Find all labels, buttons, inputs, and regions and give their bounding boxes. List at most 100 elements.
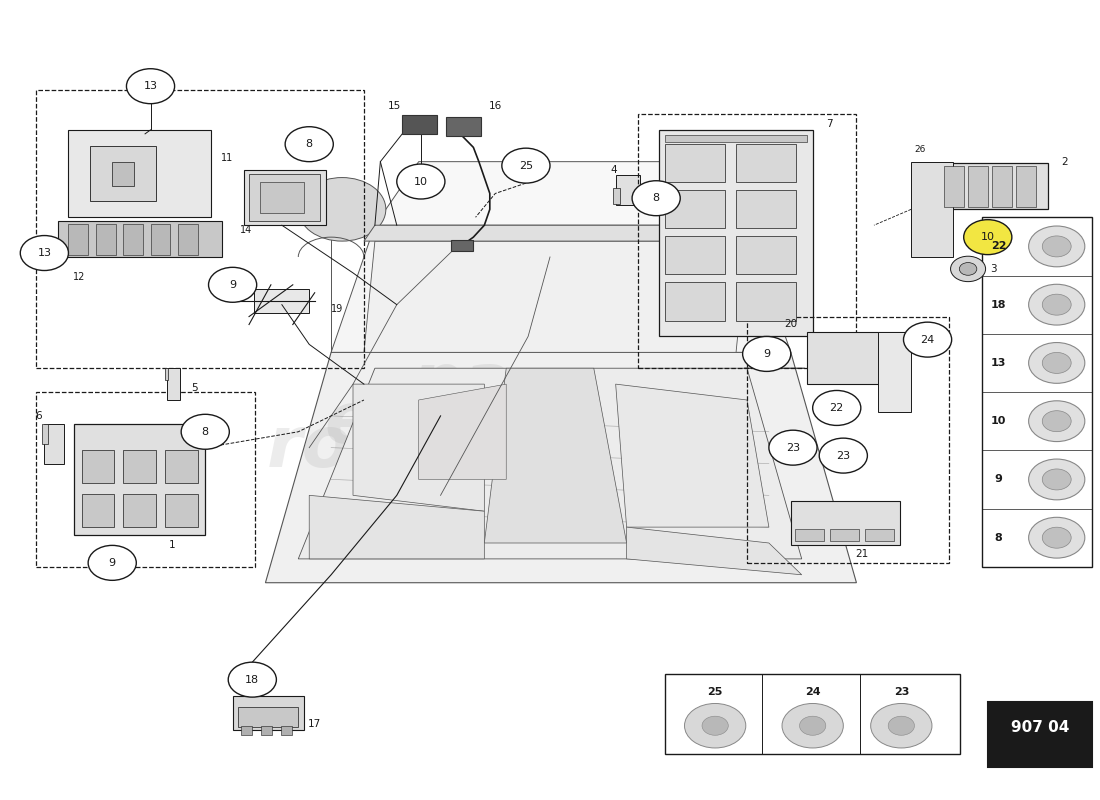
Bar [616, 175, 640, 206]
Bar [165, 450, 198, 483]
Text: 10: 10 [991, 416, 1006, 426]
Bar [736, 236, 796, 274]
Bar [178, 224, 198, 255]
Text: 22: 22 [991, 242, 1006, 251]
Circle shape [1028, 518, 1085, 558]
Bar [167, 368, 180, 400]
Bar [35, 90, 364, 368]
Polygon shape [265, 352, 857, 582]
Circle shape [397, 164, 444, 199]
Polygon shape [353, 384, 484, 511]
Bar [982, 218, 1091, 567]
Text: 13: 13 [143, 81, 157, 91]
Text: 25: 25 [519, 161, 534, 170]
Text: ro: ro [266, 413, 352, 482]
Bar [866, 530, 893, 541]
Text: 5: 5 [191, 383, 198, 393]
Bar [165, 494, 198, 527]
Text: 9: 9 [763, 349, 770, 359]
Bar [795, 530, 824, 541]
Bar [260, 182, 304, 214]
Bar [280, 726, 292, 735]
Text: 2: 2 [1062, 157, 1068, 166]
Bar [96, 224, 115, 255]
Circle shape [964, 220, 1012, 254]
Circle shape [692, 178, 780, 241]
Circle shape [959, 262, 977, 275]
Polygon shape [364, 241, 747, 352]
Text: 10: 10 [981, 232, 994, 242]
Text: 18: 18 [245, 674, 260, 685]
Text: 907 04: 907 04 [1011, 720, 1069, 735]
Bar [151, 224, 170, 255]
Circle shape [742, 337, 791, 371]
Bar [403, 114, 438, 134]
Polygon shape [331, 226, 791, 352]
Circle shape [126, 69, 175, 104]
Text: 16: 16 [488, 101, 502, 111]
Circle shape [1043, 236, 1071, 257]
Circle shape [1028, 342, 1085, 383]
Text: 13: 13 [37, 248, 52, 258]
Text: 12: 12 [74, 272, 86, 282]
Text: 17: 17 [308, 719, 321, 729]
Text: 26: 26 [914, 146, 925, 154]
Polygon shape [419, 384, 506, 479]
Circle shape [1043, 527, 1071, 548]
Bar [35, 392, 254, 567]
Bar [736, 144, 796, 182]
Circle shape [1043, 294, 1071, 315]
Text: 4: 4 [610, 165, 617, 174]
Circle shape [1028, 459, 1085, 500]
Polygon shape [627, 527, 802, 574]
Bar [664, 236, 725, 274]
Text: 14: 14 [240, 225, 252, 235]
Text: 8: 8 [201, 426, 209, 437]
Circle shape [1028, 284, 1085, 325]
Text: 9: 9 [994, 474, 1003, 485]
Bar [57, 222, 222, 257]
Circle shape [950, 256, 986, 282]
Bar [123, 494, 156, 527]
Circle shape [871, 703, 932, 748]
Bar [791, 501, 900, 545]
Bar [830, 530, 859, 541]
Text: 21: 21 [856, 549, 869, 559]
Circle shape [209, 267, 256, 302]
Bar [74, 424, 206, 535]
Circle shape [903, 322, 952, 357]
Text: 25: 25 [707, 686, 723, 697]
Circle shape [769, 430, 817, 465]
Bar [261, 726, 272, 735]
Circle shape [782, 703, 844, 748]
Bar [232, 696, 304, 730]
Bar [123, 224, 143, 255]
Text: 22: 22 [829, 403, 844, 413]
Bar [807, 333, 905, 384]
Bar [664, 674, 960, 754]
Bar [68, 130, 211, 218]
Bar [68, 224, 88, 255]
Bar [42, 424, 47, 444]
Bar [988, 702, 1091, 767]
Bar [944, 166, 964, 207]
Text: 9: 9 [109, 558, 116, 568]
Bar [165, 368, 168, 380]
Text: 10: 10 [414, 177, 428, 186]
Bar [659, 130, 813, 337]
Polygon shape [364, 226, 747, 241]
Bar [81, 450, 114, 483]
Text: 11: 11 [221, 153, 233, 162]
Circle shape [684, 703, 746, 748]
Bar [638, 114, 857, 368]
Polygon shape [484, 368, 627, 543]
Bar [992, 166, 1012, 207]
Text: 6: 6 [35, 411, 42, 421]
Bar [878, 333, 911, 412]
Bar [938, 163, 1048, 210]
Bar [81, 494, 114, 527]
Circle shape [298, 178, 386, 241]
Circle shape [502, 148, 550, 183]
Text: 20: 20 [784, 318, 798, 329]
Circle shape [813, 390, 861, 426]
